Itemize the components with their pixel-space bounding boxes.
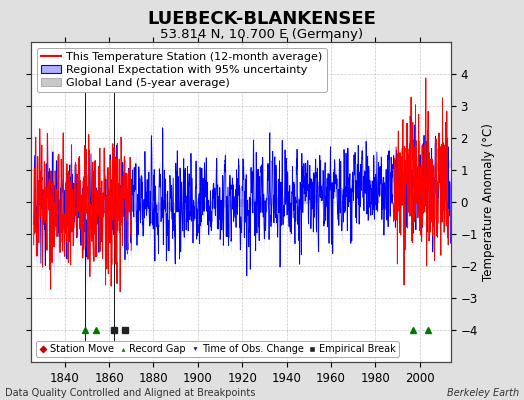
Legend: Station Move, Record Gap, Time of Obs. Change, Empirical Break: Station Move, Record Gap, Time of Obs. C… [36, 341, 399, 357]
Y-axis label: Temperature Anomaly (°C): Temperature Anomaly (°C) [482, 123, 495, 281]
Text: 53.814 N, 10.700 E (Germany): 53.814 N, 10.700 E (Germany) [160, 28, 364, 41]
Text: Data Quality Controlled and Aligned at Breakpoints: Data Quality Controlled and Aligned at B… [5, 388, 256, 398]
Text: Berkeley Earth: Berkeley Earth [446, 388, 519, 398]
Text: LUEBECK-BLANKENSEE: LUEBECK-BLANKENSEE [148, 10, 376, 28]
